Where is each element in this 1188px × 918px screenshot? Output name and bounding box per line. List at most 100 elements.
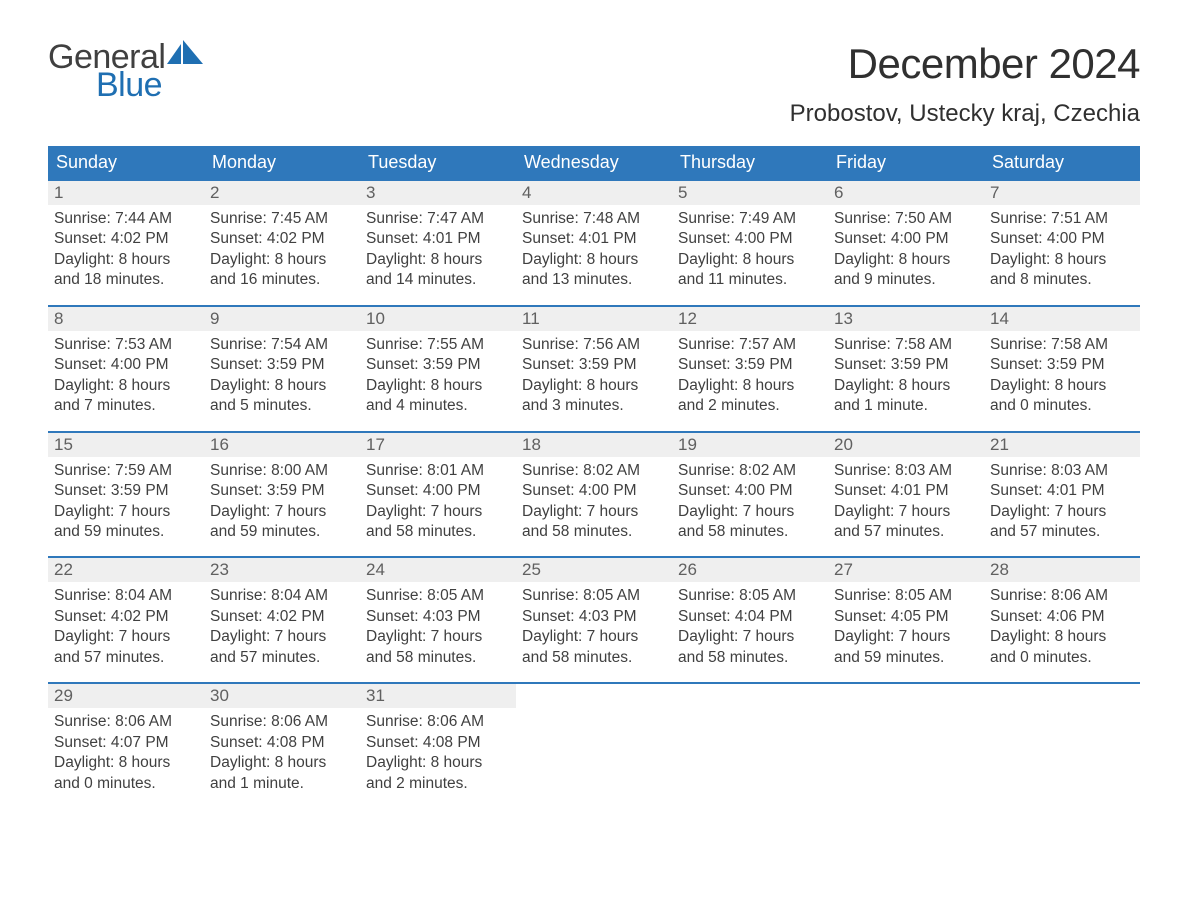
day-sunset: Sunset: 4:01 PM — [366, 229, 510, 249]
month-title: December 2024 — [790, 40, 1140, 88]
day-header-cell: Tuesday — [360, 146, 516, 179]
day-dl1: Daylight: 7 hours — [678, 627, 822, 647]
day-body: Sunrise: 7:51 AMSunset: 4:00 PMDaylight:… — [984, 205, 1140, 291]
day-dl1: Daylight: 8 hours — [366, 250, 510, 270]
day-dl2: and 58 minutes. — [522, 648, 666, 668]
day-body: Sunrise: 8:03 AMSunset: 4:01 PMDaylight:… — [828, 457, 984, 543]
day-sunrise: Sunrise: 8:06 AM — [54, 712, 198, 732]
day-sunrise: Sunrise: 7:45 AM — [210, 209, 354, 229]
day-dl2: and 0 minutes. — [990, 396, 1134, 416]
day-body: Sunrise: 7:48 AMSunset: 4:01 PMDaylight:… — [516, 205, 672, 291]
day-number: 6 — [828, 181, 984, 205]
day-sunset: Sunset: 4:00 PM — [834, 229, 978, 249]
day-dl2: and 5 minutes. — [210, 396, 354, 416]
day-dl1: Daylight: 8 hours — [990, 376, 1134, 396]
day-number: 19 — [672, 433, 828, 457]
day-sunset: Sunset: 3:59 PM — [522, 355, 666, 375]
day-dl1: Daylight: 7 hours — [678, 502, 822, 522]
day-dl1: Daylight: 7 hours — [366, 502, 510, 522]
day-number: 21 — [984, 433, 1140, 457]
day-cell: 6Sunrise: 7:50 AMSunset: 4:00 PMDaylight… — [828, 181, 984, 291]
day-dl2: and 57 minutes. — [54, 648, 198, 668]
day-cell: 28Sunrise: 8:06 AMSunset: 4:06 PMDayligh… — [984, 558, 1140, 668]
day-sunset: Sunset: 4:07 PM — [54, 733, 198, 753]
day-body: Sunrise: 8:06 AMSunset: 4:06 PMDaylight:… — [984, 582, 1140, 668]
day-sunrise: Sunrise: 7:53 AM — [54, 335, 198, 355]
day-number — [984, 684, 1140, 708]
day-cell: 20Sunrise: 8:03 AMSunset: 4:01 PMDayligh… — [828, 433, 984, 543]
day-dl1: Daylight: 8 hours — [54, 753, 198, 773]
week-row: 29Sunrise: 8:06 AMSunset: 4:07 PMDayligh… — [48, 682, 1140, 794]
day-body: Sunrise: 8:00 AMSunset: 3:59 PMDaylight:… — [204, 457, 360, 543]
day-header-cell: Saturday — [984, 146, 1140, 179]
day-dl2: and 2 minutes. — [366, 774, 510, 794]
day-body: Sunrise: 8:05 AMSunset: 4:05 PMDaylight:… — [828, 582, 984, 668]
day-dl1: Daylight: 8 hours — [54, 376, 198, 396]
day-number — [672, 684, 828, 708]
day-dl2: and 58 minutes. — [678, 648, 822, 668]
day-cell: 15Sunrise: 7:59 AMSunset: 3:59 PMDayligh… — [48, 433, 204, 543]
day-cell: 29 Sunrise: 8:06 AMSunset: 4:07 PMDayligh… — [48, 684, 204, 794]
day-number: 11 — [516, 307, 672, 331]
day-sunrise: Sunrise: 8:03 AM — [990, 461, 1134, 481]
day-cell — [516, 684, 672, 794]
day-body: Sunrise: 7:45 AMSunset: 4:02 PMDaylight:… — [204, 205, 360, 291]
day-dl2: and 4 minutes. — [366, 396, 510, 416]
day-number: 9 — [204, 307, 360, 331]
day-sunset: Sunset: 4:01 PM — [990, 481, 1134, 501]
day-number — [828, 684, 984, 708]
day-sunset: Sunset: 3:59 PM — [678, 355, 822, 375]
day-sunrise: Sunrise: 7:57 AM — [678, 335, 822, 355]
day-sunset: Sunset: 4:08 PM — [210, 733, 354, 753]
day-sunset: Sunset: 4:00 PM — [990, 229, 1134, 249]
day-number: 29 — [48, 684, 204, 708]
day-body: Sunrise: 8:05 AMSunset: 4:04 PMDaylight:… — [672, 582, 828, 668]
day-body: Sunrise: 7:59 AMSunset: 3:59 PMDaylight:… — [48, 457, 204, 543]
day-dl1: Daylight: 8 hours — [366, 753, 510, 773]
day-cell: 8Sunrise: 7:53 AMSunset: 4:00 PMDaylight… — [48, 307, 204, 417]
day-cell: 5Sunrise: 7:49 AMSunset: 4:00 PMDaylight… — [672, 181, 828, 291]
day-body: Sunrise: 8:02 AMSunset: 4:00 PMDaylight:… — [672, 457, 828, 543]
day-body: Sunrise: 8:05 AMSunset: 4:03 PMDaylight:… — [516, 582, 672, 668]
day-body: Sunrise: 8:05 AMSunset: 4:03 PMDaylight:… — [360, 582, 516, 668]
day-body: Sunrise: 8:04 AMSunset: 4:02 PMDaylight:… — [204, 582, 360, 668]
day-dl2: and 16 minutes. — [210, 270, 354, 290]
day-dl2: and 11 minutes. — [678, 270, 822, 290]
day-dl1: Daylight: 8 hours — [54, 250, 198, 270]
day-cell: 4Sunrise: 7:48 AMSunset: 4:01 PMDaylight… — [516, 181, 672, 291]
day-number: 24 — [360, 558, 516, 582]
day-dl1: Daylight: 8 hours — [522, 250, 666, 270]
day-sunrise: Sunrise: 8:01 AM — [366, 461, 510, 481]
day-sunset: Sunset: 3:59 PM — [990, 355, 1134, 375]
day-number: 18 — [516, 433, 672, 457]
day-number: 31 — [360, 684, 516, 708]
day-cell: 23Sunrise: 8:04 AMSunset: 4:02 PMDayligh… — [204, 558, 360, 668]
day-dl1: Daylight: 8 hours — [990, 627, 1134, 647]
day-header-cell: Sunday — [48, 146, 204, 179]
day-dl1: Daylight: 8 hours — [210, 376, 354, 396]
day-body: Sunrise: 7:44 AMSunset: 4:02 PMDaylight:… — [48, 205, 204, 291]
day-sunrise: Sunrise: 7:55 AM — [366, 335, 510, 355]
day-sunrise: Sunrise: 8:00 AM — [210, 461, 354, 481]
day-sunset: Sunset: 4:00 PM — [678, 481, 822, 501]
day-number: 22 — [48, 558, 204, 582]
day-header-row: SundayMondayTuesdayWednesdayThursdayFrid… — [48, 146, 1140, 179]
day-dl1: Daylight: 7 hours — [54, 502, 198, 522]
day-cell: 26Sunrise: 8:05 AMSunset: 4:04 PMDayligh… — [672, 558, 828, 668]
day-cell: 30Sunrise: 8:06 AMSunset: 4:08 PMDayligh… — [204, 684, 360, 794]
day-sunrise: Sunrise: 7:49 AM — [678, 209, 822, 229]
day-cell: 13Sunrise: 7:58 AMSunset: 3:59 PMDayligh… — [828, 307, 984, 417]
day-cell: 7Sunrise: 7:51 AMSunset: 4:00 PMDaylight… — [984, 181, 1140, 291]
day-dl2: and 57 minutes. — [990, 522, 1134, 542]
weeks-container: 1Sunrise: 7:44 AMSunset: 4:02 PMDaylight… — [48, 179, 1140, 794]
day-sunrise: Sunrise: 8:02 AM — [522, 461, 666, 481]
day-sunrise: Sunrise: 8:06 AM — [990, 586, 1134, 606]
day-dl1: Daylight: 8 hours — [210, 753, 354, 773]
calendar: SundayMondayTuesdayWednesdayThursdayFrid… — [48, 146, 1140, 794]
day-body: Sunrise: 7:53 AMSunset: 4:00 PMDaylight:… — [48, 331, 204, 417]
day-number: 17 — [360, 433, 516, 457]
day-body: Sunrise: 7:58 AMSunset: 3:59 PMDaylight:… — [984, 331, 1140, 417]
day-number: 13 — [828, 307, 984, 331]
day-cell: 27Sunrise: 8:05 AMSunset: 4:05 PMDayligh… — [828, 558, 984, 668]
day-dl2: and 8 minutes. — [990, 270, 1134, 290]
